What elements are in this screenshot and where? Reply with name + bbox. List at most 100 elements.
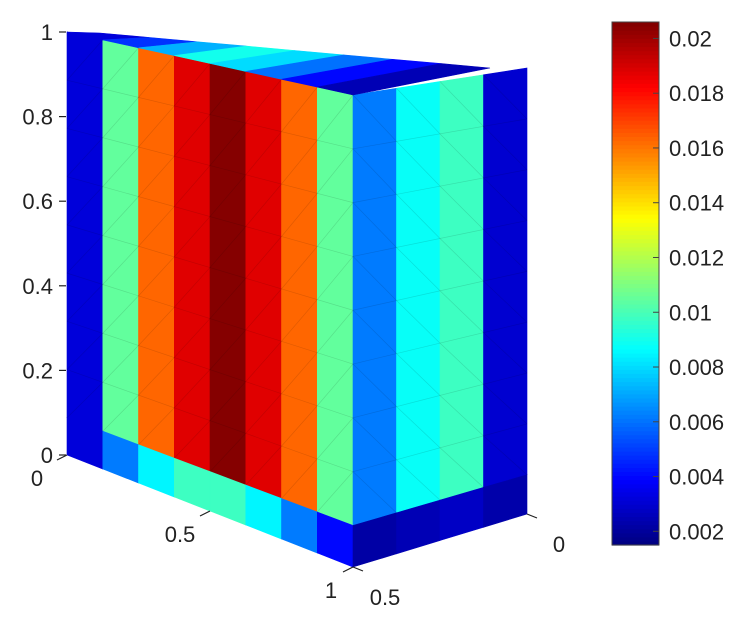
colorbar-segment [612,414,659,419]
mesh-diagonal [483,74,528,120]
mesh-line [66,369,354,472]
mesh-diagonal [316,256,354,300]
colorbar-segment [612,87,659,93]
colorbar-segment [612,389,659,395]
colorbar-segment [612,291,659,297]
colorbar-segment [612,185,659,191]
front-axis-tick-label: 0 [31,466,43,491]
mesh-diagonal [173,267,211,308]
box-front-face [66,31,354,568]
colorbar-segment [612,479,659,485]
colorbar-segment [612,434,659,440]
mesh-diagonal [396,300,441,344]
depth-axis-tick-label: 0.5 [370,585,401,610]
colorbar-segment [612,193,659,199]
colorbar-tick-label: 0.02 [669,26,712,51]
colorbar-segment [612,58,659,64]
side-column [439,74,484,501]
mesh-diagonal [245,341,282,382]
front-column [245,71,282,499]
mesh-diagonal [439,290,484,333]
colorbar-segment [612,120,659,125]
mesh-diagonal [138,206,175,247]
colorbar-segment [612,418,659,424]
colorbar-segment [612,532,659,538]
colorbar: 0.002 0.004 0.006 0.008 0.01 0.012 0.014 0.016 0… [611,21,724,546]
mesh-diagonal [352,471,397,514]
mesh-diagonal [439,395,484,437]
mesh-diagonal [439,185,484,230]
box-side-face [352,67,528,568]
mesh-diagonal [245,131,282,176]
mesh-diagonal [281,246,318,290]
colorbar-segment [612,483,659,489]
front-column [281,78,318,513]
colorbar-segment [612,369,659,374]
mesh-diagonal [396,194,441,239]
colorbar-segment [612,148,659,154]
colorbar-segment [612,361,659,366]
mesh-diagonal [483,126,528,170]
mesh-diagonal [281,458,318,499]
mesh-diagonal [138,357,175,396]
mesh-diagonal [439,133,484,179]
mesh-diagonal [138,156,175,197]
colorbar-segment [612,287,659,293]
colorbar-segment [612,451,659,456]
mesh-diagonal [245,288,282,331]
mesh-line [66,224,354,311]
colorbar-segment [612,201,659,207]
mesh-diagonal [483,229,528,272]
box-top-face [66,31,491,96]
mesh-line [352,169,528,203]
colorbar-segment [612,524,659,530]
mesh-line [352,321,528,365]
mesh-diagonal [483,332,528,374]
colorbar-segment [612,332,659,338]
colorbar-tick-label: 0.01 [669,300,712,325]
side-column [483,67,528,488]
vertical-axis-tick-label: 0.2 [22,358,53,383]
mesh-lines [66,39,528,514]
colorbar-segment [612,160,659,166]
mesh-line [352,118,528,150]
mesh-diagonal [396,141,441,187]
colorbar-segment [612,299,659,305]
mesh-diagonal [439,342,484,385]
colorbar-tick-label: 0.018 [669,81,724,106]
colorbar-segment [612,385,659,391]
colorbar-segment [612,471,659,477]
colorbar-segment [612,263,659,268]
mesh-diagonal [281,86,318,132]
mesh-diagonal [245,393,282,434]
mesh-diagonal [173,369,211,409]
mesh-diagonal [102,146,139,187]
vertical-axis-tick-label: 0 [41,443,53,468]
front-column [316,86,354,526]
colorbar-segment [612,283,659,289]
mesh-line [66,128,354,203]
colorbar-segment [612,393,659,399]
mesh-diagonal [66,186,104,226]
mesh-diagonal [209,433,247,472]
mesh-diagonal [138,105,175,148]
colorbar-segment [612,34,659,39]
colorbar-segment [612,459,659,464]
colorbar-segment [612,357,659,362]
colorbar-tick-label: 0.002 [669,519,724,544]
mesh-diagonal [66,88,104,129]
colorbar-segment [612,169,659,174]
colorbar-segment [612,91,659,97]
side-column [396,81,441,514]
mesh-line [352,372,528,419]
colorbar-segment [612,132,659,138]
colorbar-segment [612,230,659,236]
colorbar-segment [612,238,659,244]
colorbar-segment [612,99,659,105]
mesh-diagonal [66,137,104,177]
mesh-diagonal [102,345,139,383]
mesh-line [66,321,354,419]
mesh-diagonal [209,226,247,268]
colorbar-segment [612,512,659,517]
